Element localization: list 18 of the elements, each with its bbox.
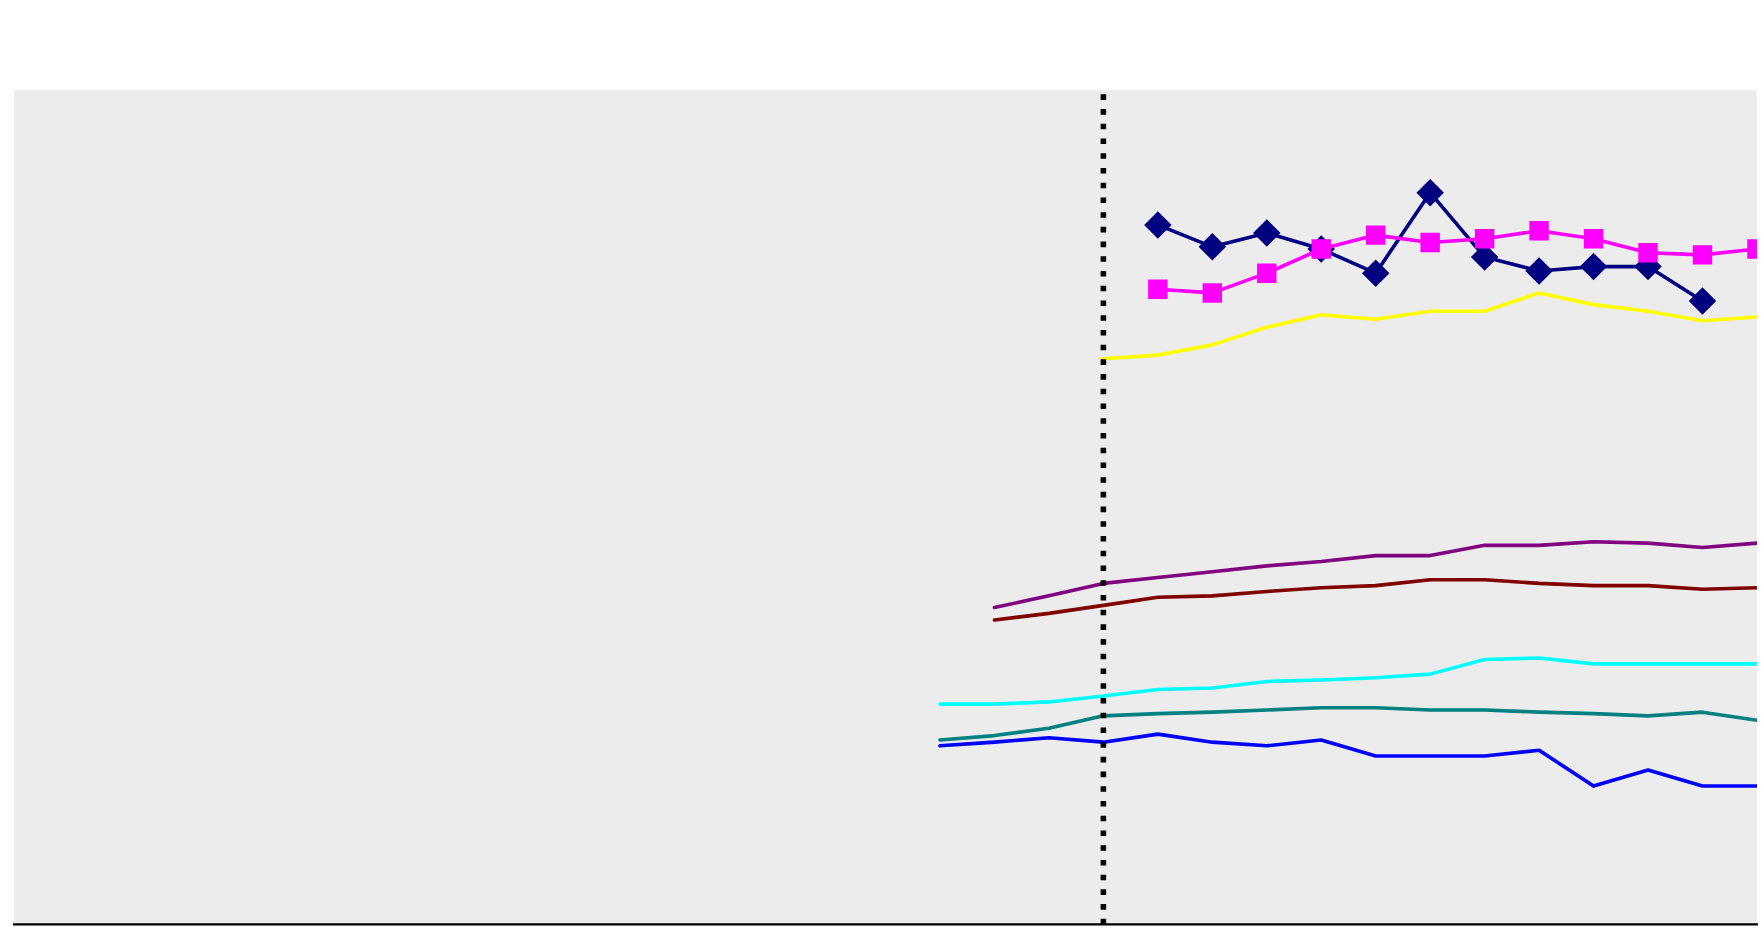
point bbox=[1583, 229, 1604, 249]
point bbox=[1474, 229, 1495, 249]
point bbox=[1416, 179, 1444, 206]
point bbox=[1253, 219, 1280, 247]
point bbox=[1365, 225, 1386, 245]
point bbox=[1529, 221, 1549, 241]
point bbox=[1362, 259, 1389, 287]
point bbox=[1257, 263, 1277, 283]
point bbox=[1525, 257, 1553, 285]
point bbox=[1638, 242, 1658, 263]
point bbox=[1580, 253, 1607, 280]
point bbox=[1144, 211, 1172, 239]
point bbox=[1692, 245, 1713, 265]
point bbox=[1420, 232, 1440, 253]
point bbox=[1689, 287, 1716, 315]
point bbox=[1199, 233, 1226, 260]
point bbox=[1202, 283, 1223, 303]
point bbox=[1148, 279, 1168, 299]
